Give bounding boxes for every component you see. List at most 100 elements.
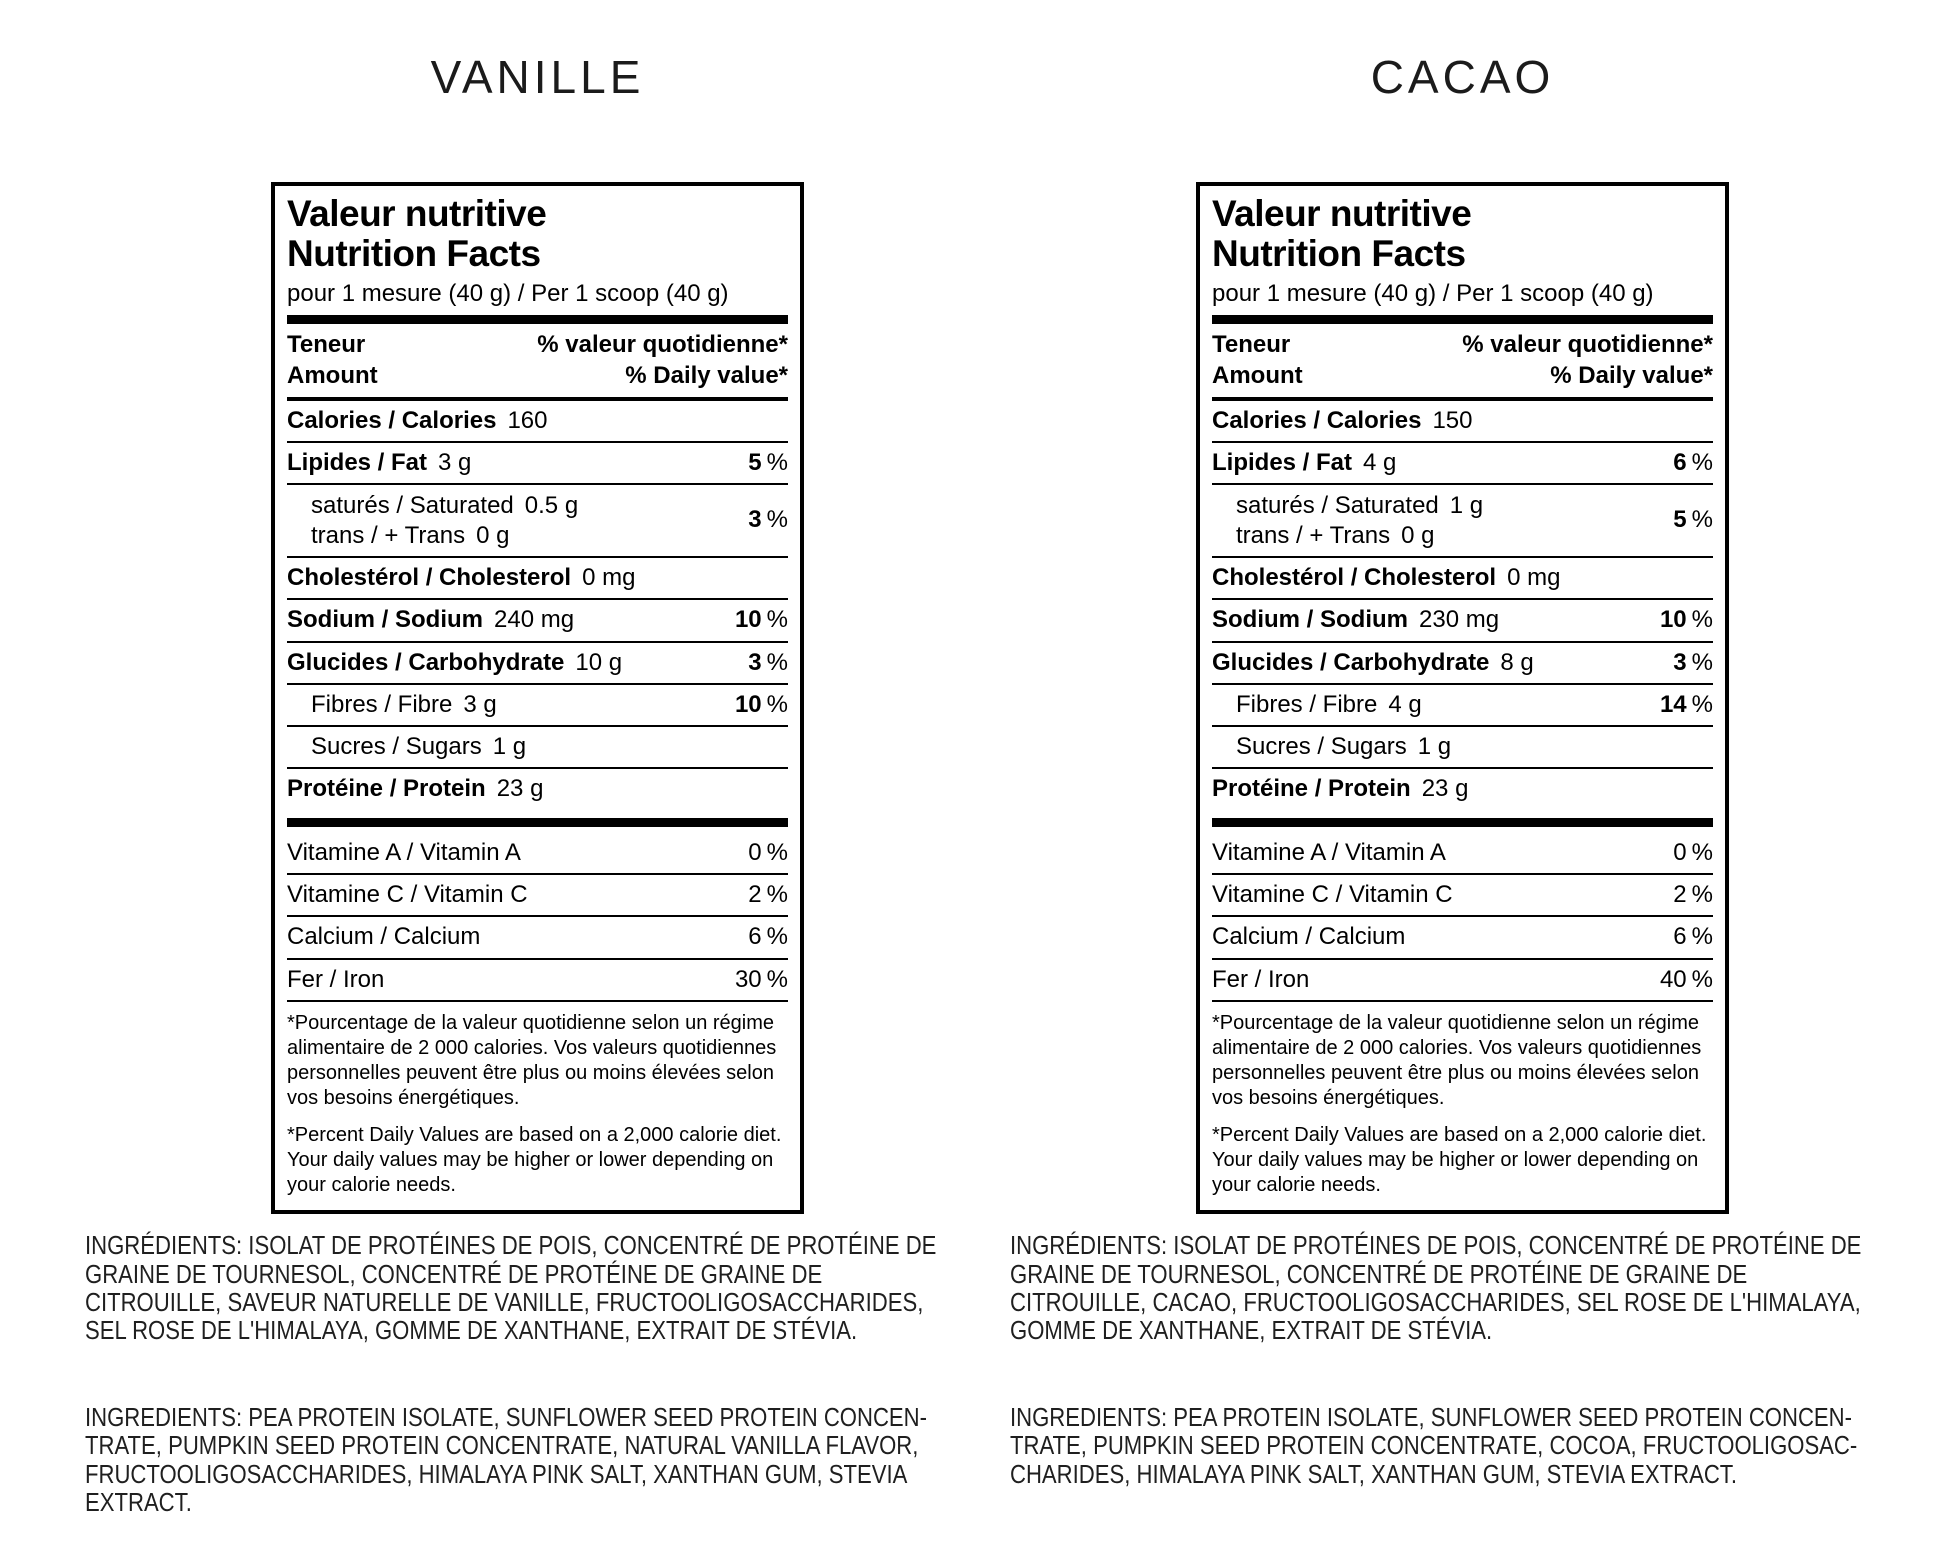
row-vitamin-a: Vitamine A / Vitamin A 0% [1212,833,1713,876]
nutrient-name: Glucides / Carbohydrate [287,648,565,676]
nutrient-name: trans / + Trans [311,521,466,549]
daily-value: 3% [1673,648,1713,676]
thick-divider [1212,315,1713,325]
row-carbohydrate: Glucides / Carbohydrate 8 g 3% [1212,643,1713,685]
row-fibre: Fibres / Fibre 3 g 10% [287,685,788,728]
row-calories: Calories / Calories 160 [287,401,788,444]
footnote-en: *Percent Daily Values are based on a 2,0… [287,1124,782,1197]
ingredients-en: INGREDIENTS: PEA PROTEIN ISOLATE, SUNFLO… [85,1401,927,1517]
nutrient-name: Vitamine A / Vitamin A [1212,838,1446,866]
serving-size: pour 1 mesure (40 g) / Per 1 scoop (40 g… [1212,279,1654,307]
row-cholesterol: Cholestérol / Cholesterol 0 mg [287,558,788,601]
thick-divider [1212,817,1713,827]
col-header-dv-en: % Daily value* [1550,362,1713,390]
nutrient-name: Sucres / Sugars [1236,733,1407,761]
nutrient-name: Cholestérol / Cholesterol [287,563,572,591]
nutrient-name-group: saturés / Saturated 1 g trans / + Trans 0 … [1212,491,1483,550]
daily-value: 5% [1673,506,1713,534]
row-sugars: Sucres / Sugars 1 g [1212,727,1713,770]
row-fat: Lipides / Fat 3 g 5% [287,443,788,486]
row-cholesterol: Cholestérol / Cholesterol 0 mg [1212,558,1713,601]
row-protein: Protéine / Protein 23 g [287,769,788,809]
row-sodium: Sodium / Sodium 240 mg 10% [287,600,788,643]
thick-divider [287,315,788,325]
daily-value: 40% [1659,965,1713,993]
col-header-amount: Amount [1212,362,1303,390]
nutrient-amount: 0 g [476,521,510,549]
nutrient-name: Calcium / Calcium [1212,923,1406,951]
nutrient-name-group: saturés / Saturated 0.5 g trans / + Trans… [287,491,578,550]
nutrient-amount: 160 [507,406,548,434]
nutrient-name: Calories / Calories [287,406,497,434]
nutrient-name: Sodium / Sodium [287,606,483,634]
daily-value: 6% [1673,923,1713,951]
nutrient-amount: 0.5 g [524,492,579,520]
daily-value [783,775,788,803]
row-vitamin-c: Vitamine C / Vitamin C 2% [287,875,788,918]
row-carbohydrate: Glucides / Carbohydrate 10 g 3% [287,643,788,685]
daily-value [783,733,788,761]
daily-value: 10% [1659,606,1713,634]
nutrition-title-en: Nutrition Facts [287,232,541,274]
nutrient-name: Fer / Iron [287,965,385,993]
footnote-fr: *Pourcentage de la valeur quotidienne se… [1212,1012,1702,1110]
nutrient-name: Protéine / Protein [287,775,486,803]
ingredients-en: INGREDIENTS: PEA PROTEIN ISOLATE, SUNFLO… [1010,1401,1858,1489]
nutrition-facts-label: Valeur nutritive Nutrition Facts pour 1 … [271,182,804,1215]
flavor-title: CACAO [1370,51,1555,103]
nutrition-facts-label: Valeur nutritive Nutrition Facts pour 1 … [1196,182,1729,1215]
nutrient-name: Vitamine C / Vitamin C [1212,881,1453,909]
nutrition-title-fr: Valeur nutritive [1212,193,1472,234]
nutrient-name: Vitamine C / Vitamin C [287,881,528,909]
nutrient-name: Lipides / Fat [1212,449,1353,477]
row-sodium: Sodium / Sodium 230 mg 10% [1212,600,1713,643]
col-header-dv-fr: % valeur quotidienne* [1462,331,1713,359]
nutrient-name: Fer / Iron [1212,965,1310,993]
serving-size: pour 1 mesure (40 g) / Per 1 scoop (40 g… [287,279,729,307]
daily-value [783,564,788,592]
nutrient-amount: 1 g [1417,733,1452,761]
nutrient-amount: 230 mg [1419,606,1500,634]
nutrient-name: saturés / Saturated [1236,492,1439,520]
nutrient-amount: 1 g [1449,492,1484,520]
row-vitamin-c: Vitamine C / Vitamin C 2% [1212,875,1713,918]
amount-column-header: Teneur Amount [287,330,378,391]
nutrient-amount: 150 [1432,406,1473,434]
daily-value-column-header: % valeur quotidienne* % Daily value* [1462,330,1713,391]
nutrient-amount: 23 g [496,775,544,803]
footnotes: *Pourcentage de la valeur quotidienne se… [1212,1002,1713,1198]
nutrient-amount: 10 g [575,648,623,676]
row-fat: Lipides / Fat 4 g 6% [1212,443,1713,486]
nutrient-name: Fibres / Fibre [1236,690,1378,718]
daily-value: 10% [734,690,788,718]
row-calcium: Calcium / Calcium 6% [1212,917,1713,960]
daily-value: 5% [748,449,788,477]
daily-value: 6% [748,923,788,951]
nutrient-name: Calcium / Calcium [287,923,481,951]
row-saturated-trans: saturés / Saturated 0.5 g trans / + Trans… [287,485,788,558]
nutrient-name: Sodium / Sodium [1212,606,1408,634]
nutrient-name: Vitamine A / Vitamin A [287,838,521,866]
nutrient-amount: 4 g [1363,449,1397,477]
daily-value: 3% [748,506,788,534]
nutrient-amount: 0 mg [1507,563,1561,591]
nutrition-title-fr: Valeur nutritive [287,193,547,234]
nutrient-name: Cholestérol / Cholesterol [1212,563,1497,591]
footnote-fr: *Pourcentage de la valeur quotidienne se… [287,1012,777,1110]
row-protein: Protéine / Protein 23 g [1212,769,1713,809]
nutrient-name: Fibres / Fibre [311,690,453,718]
daily-value: 30% [734,965,788,993]
amount-column-header: Teneur Amount [1212,330,1303,391]
nutrient-amount: 8 g [1500,648,1534,676]
col-header-amount: Amount [287,362,378,390]
daily-value: 6% [1673,449,1713,477]
nutrient-amount: 23 g [1421,775,1469,803]
ingredients-fr: INGRÉDIENTS: ISOLAT DE PROTÉINES DE POIS… [1010,1230,1862,1346]
row-vitamin-a: Vitamine A / Vitamin A 0% [287,833,788,876]
daily-value: 2% [1673,881,1713,909]
thick-divider [287,817,788,827]
col-header-dv-en: % Daily value* [625,362,788,390]
nutrient-name: Glucides / Carbohydrate [1212,648,1490,676]
nutrient-name: Calories / Calories [1212,406,1422,434]
ingredients-block: INGRÉDIENTS: ISOLAT DE PROTÉINES DE POIS… [1010,1203,1920,1516]
